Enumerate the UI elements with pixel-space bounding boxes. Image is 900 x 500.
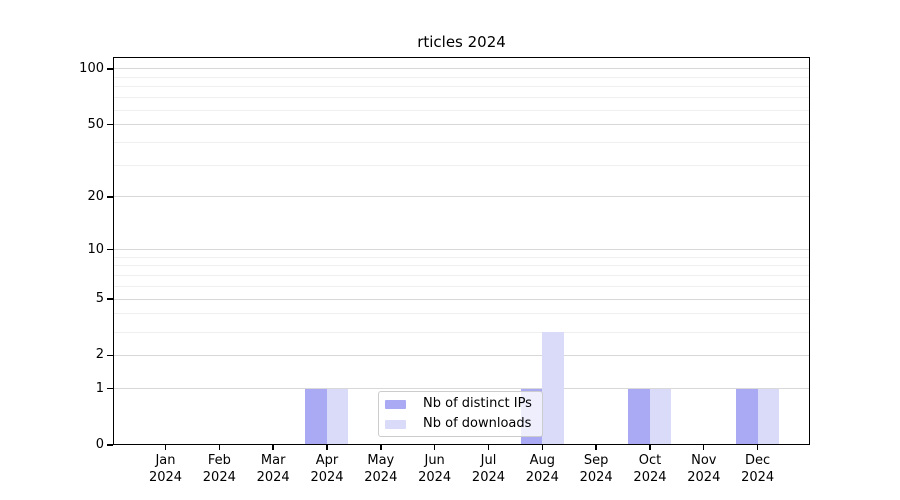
y-tick-mark xyxy=(107,123,113,126)
axes-frame xyxy=(113,57,810,445)
legend-label-downloads: Nb of downloads xyxy=(423,416,532,431)
gridline-minor xyxy=(113,141,810,143)
y-tick-mark xyxy=(107,248,113,251)
x-tick-label: Nov 2024 xyxy=(687,453,721,485)
legend-label-distinct-ips: Nb of distinct IPs xyxy=(423,396,532,411)
gridline-major xyxy=(113,196,810,198)
y-tick-mark xyxy=(107,444,113,446)
x-tick-mark xyxy=(595,445,597,450)
y-tick-label: 20 xyxy=(87,188,104,204)
bar-ips-apr xyxy=(305,388,327,445)
y-tick-label: 10 xyxy=(87,241,104,257)
x-tick-label: May 2024 xyxy=(364,453,398,485)
y-tick-mark xyxy=(107,354,113,357)
x-tick-mark xyxy=(164,445,167,450)
gridline-minor xyxy=(113,265,810,267)
gridline-major xyxy=(113,249,810,251)
y-tick-mark xyxy=(107,387,113,390)
x-tick-label: Mar 2024 xyxy=(256,453,290,485)
legend-swatch-downloads xyxy=(385,419,406,429)
bar-downloads-apr xyxy=(326,388,349,445)
bar-ips-oct xyxy=(628,388,650,445)
x-tick-label: Feb 2024 xyxy=(202,453,236,485)
x-tick-mark xyxy=(380,445,382,450)
gridline-major xyxy=(113,388,810,390)
gridline-minor xyxy=(113,331,810,333)
x-tick-mark xyxy=(649,445,651,450)
y-tick-label: 100 xyxy=(79,60,104,76)
gridline-minor xyxy=(113,97,810,99)
gridline-major xyxy=(113,68,810,70)
bar-downloads-aug xyxy=(542,332,564,445)
legend-item-distinct-ips: Nb of distinct IPs xyxy=(385,396,534,412)
x-tick-mark xyxy=(703,445,705,450)
gridline-minor xyxy=(113,86,810,88)
y-tick-mark xyxy=(107,298,113,300)
y-tick-label: 0 xyxy=(95,437,104,452)
x-tick-mark xyxy=(326,445,328,450)
gridline-minor xyxy=(113,109,810,111)
x-tick-mark xyxy=(218,445,221,450)
x-tick-label: Aug 2024 xyxy=(525,453,559,485)
x-tick-mark xyxy=(433,445,436,450)
x-tick-mark xyxy=(756,445,759,450)
x-tick-label: Apr 2024 xyxy=(310,453,344,485)
x-tick-label: Sep 2024 xyxy=(579,453,613,485)
legend: Nb of distinct IPs Nb of downloads xyxy=(378,391,543,437)
y-tick-label: 50 xyxy=(87,116,104,132)
x-tick-label: Oct 2024 xyxy=(633,453,667,485)
legend-swatch-distinct-ips xyxy=(385,399,406,409)
legend-item-downloads: Nb of downloads xyxy=(385,416,534,432)
x-tick-label: Jul 2024 xyxy=(471,453,506,485)
gridline-minor xyxy=(113,275,810,277)
x-tick-mark xyxy=(272,445,274,450)
x-tick-label: Jan 2024 xyxy=(148,453,183,485)
bar-downloads-dec xyxy=(757,388,780,445)
y-tick-label: 1 xyxy=(95,380,104,396)
plot-area xyxy=(113,57,810,445)
gridline-minor xyxy=(113,313,810,315)
gridline-major xyxy=(113,124,810,126)
x-tick-label: Jun 2024 xyxy=(418,453,452,485)
x-tick-mark xyxy=(541,445,543,450)
chart-title: rticles 2024 xyxy=(417,33,506,51)
y-tick-mark xyxy=(107,68,113,70)
x-tick-mark xyxy=(487,445,490,450)
y-tick-label: 5 xyxy=(95,291,104,307)
y-tick-mark xyxy=(107,196,113,198)
x-tick-label: Dec 2024 xyxy=(741,453,775,485)
bar-downloads-oct xyxy=(649,388,672,445)
gridline-minor xyxy=(113,285,810,287)
gridline-minor xyxy=(113,76,810,78)
gridline-major xyxy=(113,298,810,300)
y-tick-label: 2 xyxy=(95,347,104,363)
gridline-minor xyxy=(113,164,810,166)
gridline-major xyxy=(113,354,810,356)
gridline-minor xyxy=(113,256,810,258)
bar-ips-dec xyxy=(736,388,758,445)
